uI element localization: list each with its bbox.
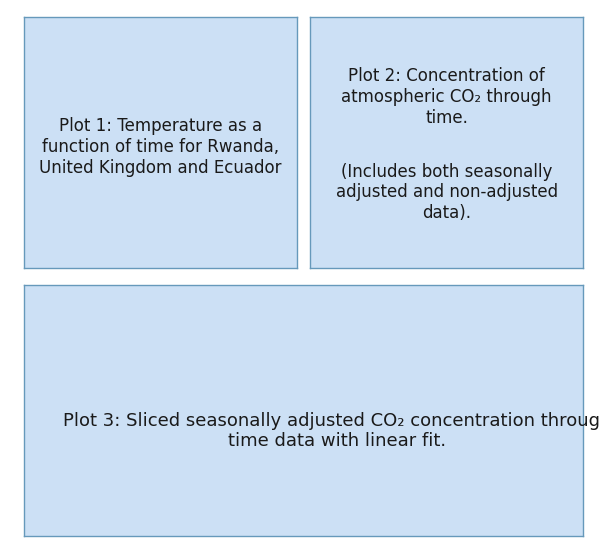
Text: Plot 3: Sliced seasonally adjusted CO₂ concentration through
time data with line: Plot 3: Sliced seasonally adjusted CO₂ c… — [63, 411, 601, 450]
Text: Plot 2: Concentration of
atmospheric CO₂ through
time.: Plot 2: Concentration of atmospheric CO₂… — [341, 67, 552, 127]
Text: Plot 1: Temperature as a
function of time for Rwanda,
United Kingdom and Ecuador: Plot 1: Temperature as a function of tim… — [39, 117, 282, 177]
Text: (Includes both seasonally
adjusted and non-adjusted
data).: (Includes both seasonally adjusted and n… — [335, 163, 558, 222]
